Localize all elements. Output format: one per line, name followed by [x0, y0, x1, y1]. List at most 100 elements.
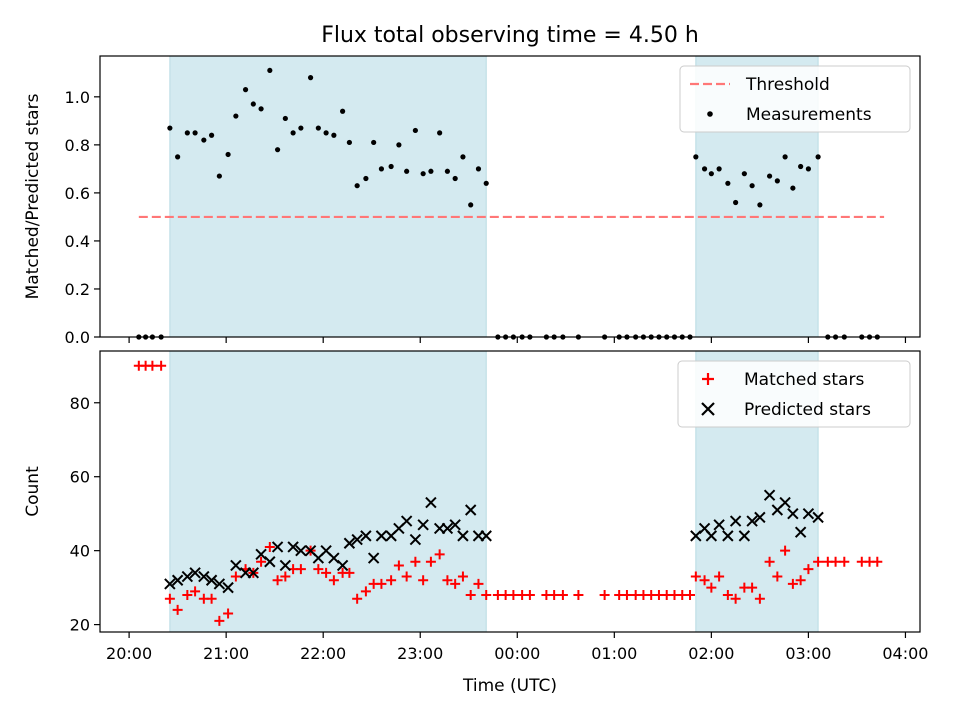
data-point	[794, 526, 807, 538]
x-axis-label: Time (UTC)	[462, 676, 557, 696]
data-point	[267, 67, 273, 74]
series-measurements	[136, 67, 880, 340]
data-point	[803, 564, 814, 575]
x-tick-label: 23:00	[397, 644, 443, 663]
axes-frame	[99, 55, 921, 338]
data-point	[815, 154, 821, 160]
data-point	[172, 604, 183, 615]
data-point	[360, 586, 371, 597]
data-point	[754, 593, 765, 604]
data-point	[449, 519, 461, 531]
series-matched-stars	[133, 360, 883, 626]
data-point	[295, 564, 306, 575]
y-axis-label: Count	[23, 466, 43, 517]
data-point	[282, 115, 288, 122]
data-point	[216, 173, 222, 179]
data-point	[401, 571, 412, 582]
x-tick-label: 03:00	[785, 644, 831, 663]
data-point	[264, 541, 275, 552]
data-point	[331, 132, 337, 138]
data-point	[315, 125, 321, 131]
data-point	[425, 556, 436, 567]
data-point	[787, 578, 798, 589]
data-point	[452, 175, 458, 182]
data-point	[287, 541, 299, 553]
data-point	[437, 130, 443, 136]
data-point	[344, 567, 355, 578]
legend-swatch	[702, 373, 714, 385]
data-point	[205, 574, 218, 586]
data-point	[573, 590, 584, 601]
data-point	[708, 171, 714, 177]
data-point	[371, 139, 377, 146]
data-point	[386, 575, 397, 586]
x-tick-label: 04:00	[882, 644, 928, 663]
data-point	[699, 575, 710, 586]
data-point	[175, 154, 181, 160]
data-point	[313, 564, 324, 575]
data-point	[336, 559, 349, 572]
data-point	[410, 556, 421, 567]
data-point	[830, 556, 841, 567]
data-point	[473, 578, 484, 589]
chart-title: Flux total observing time = 4.50 h	[321, 23, 699, 48]
data-point	[738, 530, 751, 542]
data-point	[722, 530, 734, 542]
data-point	[465, 590, 476, 601]
legend-label: Predicted stars	[744, 400, 871, 420]
data-point	[441, 522, 454, 535]
data-point	[225, 151, 231, 158]
legend-box	[679, 65, 911, 133]
y-tick-label: 1.0	[65, 88, 90, 107]
data-point	[388, 163, 394, 170]
legend-label: Matched stars	[744, 370, 864, 390]
data-point	[396, 142, 402, 148]
legend: Threshold Measurements	[679, 65, 911, 133]
data-point	[363, 175, 369, 182]
data-point	[346, 139, 352, 146]
data-point	[321, 567, 332, 578]
data-point	[812, 511, 824, 524]
legend-label: Measurements	[746, 105, 872, 125]
data-point	[164, 593, 175, 604]
data-point	[790, 185, 796, 191]
data-point	[271, 541, 284, 553]
data-point	[798, 163, 804, 170]
data-point	[233, 113, 239, 119]
data-point	[208, 132, 215, 138]
x-tick-label: 00:00	[494, 644, 540, 663]
data-point	[457, 530, 469, 542]
data-point	[192, 130, 198, 136]
observing-window-0	[169, 350, 487, 633]
y-tick-label: 0.6	[65, 184, 90, 203]
y-tick-label: 80	[70, 394, 90, 413]
y-axis-label: Matched/Predicted stars	[23, 93, 43, 299]
data-point	[274, 147, 281, 153]
data-point	[508, 590, 519, 601]
y-tick-label: 40	[70, 542, 90, 561]
data-point	[280, 571, 291, 582]
data-point	[483, 180, 489, 186]
data-point	[839, 556, 850, 567]
data-point	[393, 560, 404, 571]
data-point	[417, 519, 429, 531]
series-predicted-stars	[164, 489, 824, 594]
data-point	[782, 154, 788, 160]
data-point	[201, 137, 207, 143]
data-point	[404, 168, 410, 174]
data-point	[457, 571, 468, 582]
data-point	[147, 360, 158, 371]
data-point	[214, 615, 225, 626]
data-point	[460, 154, 466, 160]
data-point	[685, 590, 696, 601]
data-point	[222, 581, 234, 594]
data-point	[230, 571, 241, 582]
data-point	[780, 545, 791, 556]
data-point	[524, 590, 535, 601]
data-point	[468, 202, 474, 208]
data-point	[705, 530, 718, 542]
panel-top: 0.0 0.2 0.4 0.6 0.8 1.0 Matched/Predicted star…	[23, 55, 921, 347]
data-point	[425, 496, 437, 509]
data-point	[340, 108, 346, 114]
data-point	[599, 590, 610, 601]
